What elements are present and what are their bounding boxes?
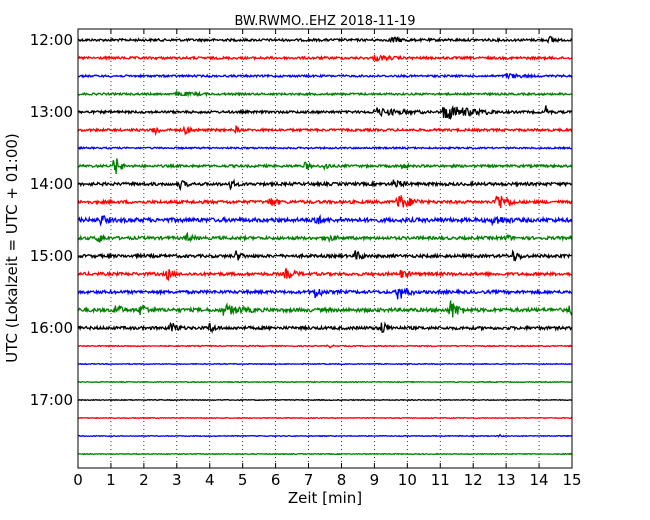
- trace-1515: [77, 268, 573, 282]
- y-tick-label-3: 15:00: [30, 247, 73, 265]
- trace-1215: [77, 54, 573, 63]
- x-axis-title: Zeit [min]: [288, 489, 362, 507]
- trace-1545: [77, 300, 573, 318]
- x-tick-label-1: 1: [106, 471, 116, 489]
- x-tick-label-5: 5: [238, 471, 248, 489]
- y-tick-label-0: 12:00: [30, 31, 73, 49]
- x-tick-label-13: 13: [497, 471, 516, 489]
- y-axis: 12:00 13:00 14:00 15:00 16:00 17:00: [30, 31, 83, 409]
- y-tick-label-4: 16:00: [30, 319, 73, 337]
- trace-1730: [77, 433, 573, 438]
- x-tick-label-12: 12: [464, 471, 483, 489]
- y-tick-label-2: 14:00: [30, 175, 73, 193]
- x-tick-label-2: 2: [139, 471, 149, 489]
- trace-1600: [77, 321, 573, 334]
- plot-frame: [77, 28, 573, 469]
- trace-1445: [77, 231, 573, 244]
- traces: [77, 35, 573, 456]
- trace-1615: [77, 344, 573, 349]
- y-tick-label-5: 17:00: [30, 391, 73, 409]
- trace-1400: [77, 178, 573, 192]
- trace-1715: [77, 416, 573, 420]
- x-tick-label-8: 8: [337, 471, 347, 489]
- x-tick-label-15: 15: [562, 471, 581, 489]
- trace-1700: [77, 398, 573, 402]
- trace-1230: [77, 72, 573, 80]
- x-tick-label-4: 4: [205, 471, 215, 489]
- trace-1415: [77, 195, 573, 209]
- x-tick-label-0: 0: [73, 471, 83, 489]
- chart-title: BW.RWMO..EHZ 2018-11-19: [234, 14, 415, 29]
- x-tick-label-9: 9: [370, 471, 380, 489]
- x-tick-label-11: 11: [431, 471, 450, 489]
- trace-1330: [77, 145, 573, 151]
- trace-1315: [77, 124, 573, 137]
- trace-1345: [77, 158, 573, 175]
- x-tick-label-6: 6: [271, 471, 281, 489]
- x-axis: 0 1 2 3 4 5 6 7 8 9 10 11 12 13 14 15: [73, 29, 582, 489]
- y-tick-label-1: 13:00: [30, 103, 73, 121]
- x-tick-label-3: 3: [172, 471, 182, 489]
- trace-1500: [77, 249, 573, 262]
- trace-1245: [77, 89, 573, 98]
- trace-1530: [77, 287, 573, 300]
- x-tick-label-7: 7: [304, 471, 314, 489]
- trace-1430: [77, 214, 573, 227]
- trace-1745: [77, 452, 573, 456]
- y-axis-title: UTC (Lokalzeit = UTC + 01:00): [3, 133, 21, 363]
- trace-1630: [77, 362, 573, 366]
- x-tick-label-10: 10: [398, 471, 417, 489]
- trace-1645: [77, 380, 573, 384]
- trace-1300: [77, 104, 573, 121]
- x-tick-label-14: 14: [530, 471, 549, 489]
- trace-1200: [77, 35, 573, 44]
